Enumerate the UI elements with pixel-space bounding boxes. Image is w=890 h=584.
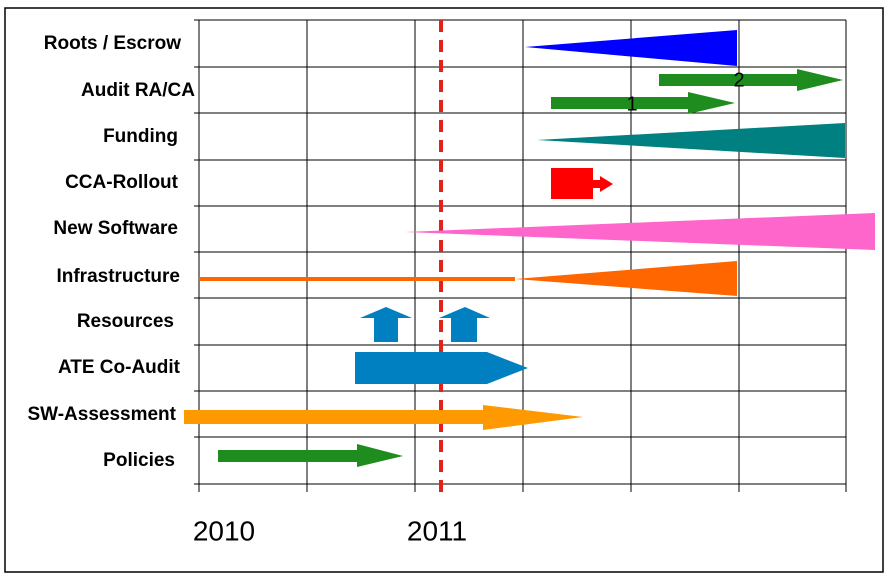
row-label: CCA-Rollout: [65, 172, 179, 193]
year-label: 2011: [407, 515, 467, 546]
row-label: ATE Co-Audit: [58, 357, 181, 378]
shapes: [184, 30, 875, 467]
row-label: Funding: [103, 126, 178, 147]
row-label: New Software: [53, 218, 178, 239]
row-label: SW-Assessment: [27, 404, 176, 425]
arrow-label: 1: [626, 93, 637, 115]
arrow-label: 2: [733, 69, 744, 91]
row-label: Resources: [77, 311, 174, 332]
row-label: Roots / Escrow: [44, 33, 181, 54]
row-label: Audit RA/CA: [81, 80, 195, 101]
year-label: 2010: [193, 515, 255, 546]
row-label: Policies: [103, 450, 175, 471]
row-label: Infrastructure: [56, 266, 180, 287]
